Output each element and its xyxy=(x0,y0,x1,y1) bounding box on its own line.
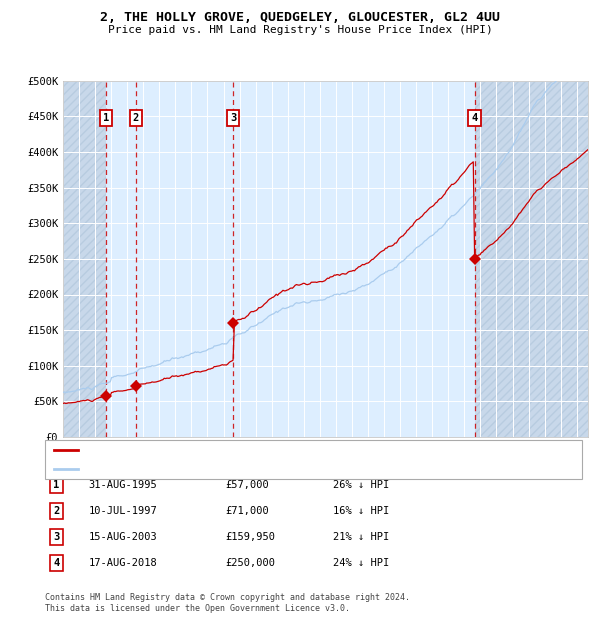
Text: 26% ↓ HPI: 26% ↓ HPI xyxy=(333,480,389,490)
Text: £71,000: £71,000 xyxy=(225,506,269,516)
Text: 16% ↓ HPI: 16% ↓ HPI xyxy=(333,506,389,516)
Text: 10-JUL-1997: 10-JUL-1997 xyxy=(89,506,158,516)
Text: 1: 1 xyxy=(103,113,109,123)
Text: 1: 1 xyxy=(53,480,59,490)
Text: HPI: Average price, detached house, Gloucester: HPI: Average price, detached house, Glou… xyxy=(82,464,358,474)
Text: 31-AUG-1995: 31-AUG-1995 xyxy=(89,480,158,490)
Text: £159,950: £159,950 xyxy=(225,532,275,542)
Text: Price paid vs. HM Land Registry's House Price Index (HPI): Price paid vs. HM Land Registry's House … xyxy=(107,25,493,35)
Text: 4: 4 xyxy=(53,558,59,568)
Text: 24% ↓ HPI: 24% ↓ HPI xyxy=(333,558,389,568)
Text: 3: 3 xyxy=(230,113,236,123)
Text: 21% ↓ HPI: 21% ↓ HPI xyxy=(333,532,389,542)
Text: 2, THE HOLLY GROVE, QUEDGELEY, GLOUCESTER, GL2 4UU (detached house): 2, THE HOLLY GROVE, QUEDGELEY, GLOUCESTE… xyxy=(82,445,484,455)
Text: 4: 4 xyxy=(472,113,478,123)
Text: 2: 2 xyxy=(133,113,139,123)
Text: £57,000: £57,000 xyxy=(225,480,269,490)
Text: 2, THE HOLLY GROVE, QUEDGELEY, GLOUCESTER, GL2 4UU: 2, THE HOLLY GROVE, QUEDGELEY, GLOUCESTE… xyxy=(100,11,500,24)
Text: £250,000: £250,000 xyxy=(225,558,275,568)
Bar xyxy=(63,81,106,437)
Text: 3: 3 xyxy=(53,532,59,542)
Text: Contains HM Land Registry data © Crown copyright and database right 2024.
This d: Contains HM Land Registry data © Crown c… xyxy=(45,593,410,613)
Text: 15-AUG-2003: 15-AUG-2003 xyxy=(89,532,158,542)
Text: 17-AUG-2018: 17-AUG-2018 xyxy=(89,558,158,568)
Text: 2: 2 xyxy=(53,506,59,516)
Bar xyxy=(475,81,588,437)
